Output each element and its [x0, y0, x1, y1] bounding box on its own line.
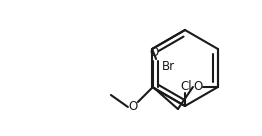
Text: O: O: [149, 47, 159, 60]
Text: Br: Br: [162, 60, 175, 72]
Text: O: O: [128, 101, 138, 114]
Text: Cl: Cl: [180, 80, 192, 92]
Text: O: O: [193, 81, 203, 94]
